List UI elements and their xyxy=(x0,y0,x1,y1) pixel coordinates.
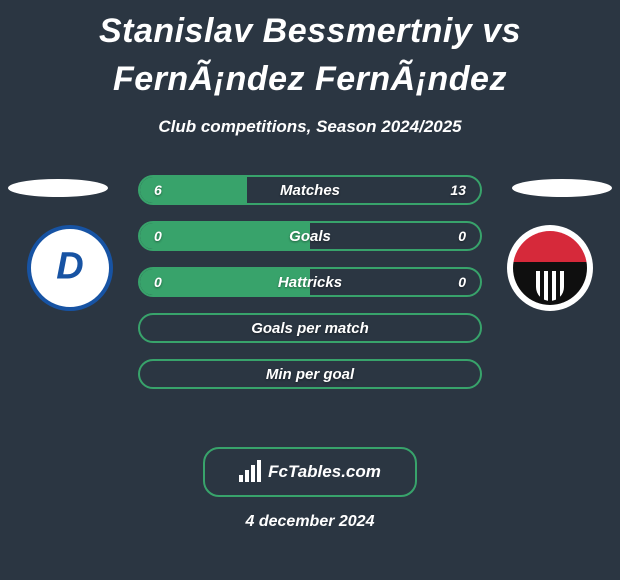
stat-label: Goals xyxy=(140,223,480,249)
flag-right-icon xyxy=(512,179,612,197)
stat-value-right: 13 xyxy=(450,177,466,203)
stat-value-left: 0 xyxy=(154,269,162,295)
stat-label: Hattricks xyxy=(140,269,480,295)
stat-row: Hattricks0 0 xyxy=(138,267,482,297)
crest-left xyxy=(22,225,118,311)
stat-value-right: 0 xyxy=(458,223,466,249)
infographic-root: Stanislav Bessmertniy vs FernÃ¡ndez Fern… xyxy=(0,0,620,531)
stat-value-right: 0 xyxy=(458,269,466,295)
stats-area: Matches613Goals00Hattricks00Goals per ma… xyxy=(0,175,620,435)
stat-label: Min per goal xyxy=(140,361,480,387)
stat-label: Goals per match xyxy=(140,315,480,341)
flag-left-icon xyxy=(8,179,108,197)
stat-row: Min per goal xyxy=(138,359,482,389)
crest-left-icon xyxy=(27,225,113,311)
footer-brand: FcTables.com xyxy=(203,447,417,497)
stat-value-left: 0 xyxy=(154,223,162,249)
brand-text: FcTables.com xyxy=(268,462,381,482)
stat-row: Matches6 13 xyxy=(138,175,482,205)
brand-bars-icon xyxy=(239,462,261,482)
subtitle: Club competitions, Season 2024/2025 xyxy=(0,117,620,137)
stat-value-left: 6 xyxy=(154,177,162,203)
stat-row: Goals per match xyxy=(138,313,482,343)
stat-label: Matches xyxy=(140,177,480,203)
page-title: Stanislav Bessmertniy vs FernÃ¡ndez Fern… xyxy=(0,0,620,103)
stat-rows: Matches613Goals00Hattricks00Goals per ma… xyxy=(138,175,482,405)
stat-row: Goals0 0 xyxy=(138,221,482,251)
footer-date: 4 december 2024 xyxy=(0,513,620,531)
crest-right-icon xyxy=(507,225,593,311)
crest-right xyxy=(502,225,598,311)
